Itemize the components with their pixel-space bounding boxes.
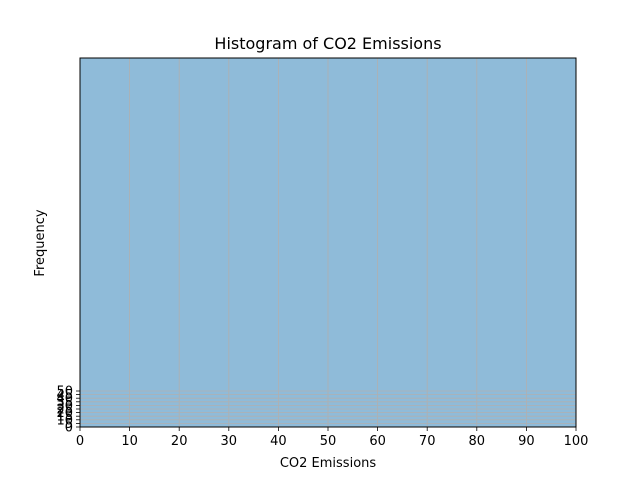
y-tick-label-10: 50	[56, 385, 73, 400]
y-tick-label-8: 40	[56, 392, 73, 407]
y-tick-label-5: 25	[56, 403, 73, 418]
histogram-bar-1	[129, 58, 180, 427]
x-tick-label-7: 70	[419, 434, 436, 449]
x-tick-label-6: 60	[369, 434, 386, 449]
x-tick-label-2: 20	[171, 434, 188, 449]
x-tick-label-8: 80	[469, 434, 486, 449]
y-tick-label-6: 30	[56, 399, 73, 414]
histogram-bar-5	[328, 58, 378, 427]
y-tick-label-4: 20	[56, 406, 73, 421]
y-axis-label: Frequency	[33, 209, 48, 276]
y-tick-label-0: 0	[65, 421, 73, 436]
y-tick-label-3: 15	[56, 410, 73, 425]
x-axis: 0 10 20 30 40 50 60 70 80 90 100	[76, 427, 589, 449]
y-tick-label-9: 45	[56, 388, 73, 403]
x-tick-label-0: 0	[76, 434, 84, 449]
histogram-bar-8	[476, 58, 527, 427]
histogram-bar-9	[526, 58, 576, 427]
y-tick-label-7: 35	[56, 395, 73, 410]
x-tick-label-1: 10	[121, 434, 138, 449]
histogram-bar-2	[179, 58, 229, 427]
histogram-bar-7	[427, 58, 477, 427]
histogram-bar-6	[377, 58, 428, 427]
histogram-bars	[80, 58, 576, 427]
y-tick-label-1: 5	[65, 417, 73, 432]
y-tick-label-2: 10	[56, 413, 73, 428]
x-tick-label-10: 100	[564, 434, 589, 449]
histogram-bar-3	[228, 58, 279, 427]
x-tick-label-9: 90	[518, 434, 535, 449]
histogram-bar-0	[80, 58, 130, 427]
x-tick-label-5: 50	[320, 434, 337, 449]
x-tick-label-3: 30	[221, 434, 238, 449]
x-axis-label: CO2 Emissions	[280, 456, 377, 471]
x-tick-label-4: 40	[270, 434, 287, 449]
chart-title: Histogram of CO2 Emissions	[214, 34, 441, 53]
histogram-bar-4	[278, 58, 328, 427]
